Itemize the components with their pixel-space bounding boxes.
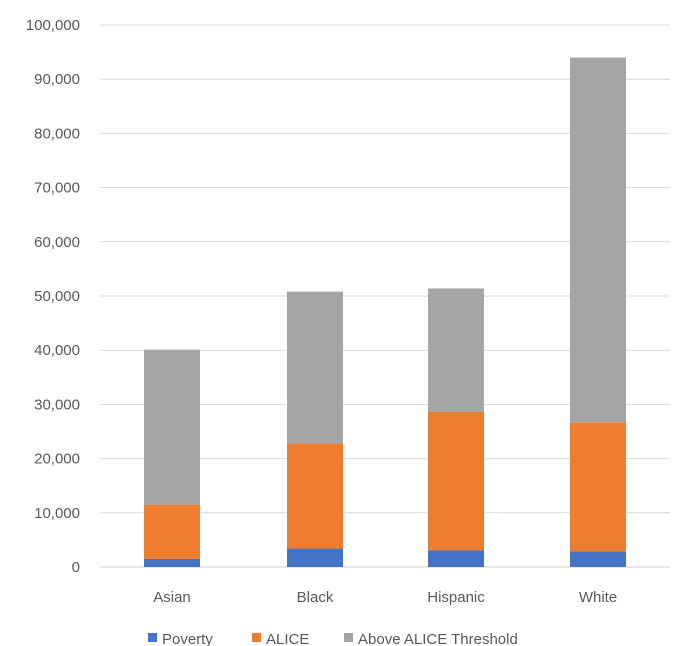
bar-alice-hispanic	[428, 411, 484, 551]
y-tick-label: 80,000	[34, 125, 80, 142]
y-tick-label: 90,000	[34, 71, 80, 88]
y-tick-label: 10,000	[34, 505, 80, 522]
bar-alice-white	[570, 422, 626, 552]
y-tick-label: 70,000	[34, 180, 80, 197]
y-tick-label: 0	[72, 559, 80, 576]
legend-label: Above ALICE Threshold	[358, 631, 518, 646]
x-tick-label: Hispanic	[427, 589, 485, 606]
bar-above-alice-threshold-white	[570, 57, 626, 423]
legend: Poverty ALICE Above ALICE Threshold	[148, 631, 518, 646]
bar-above-alice-threshold-hispanic	[428, 288, 484, 412]
y-tick-label: 100,000	[26, 17, 80, 34]
bars	[144, 57, 626, 567]
bar-alice-black	[287, 443, 343, 549]
y-tick-label: 30,000	[34, 396, 80, 413]
legend-swatch	[148, 633, 157, 642]
bar-poverty-white	[570, 551, 626, 567]
legend-label: Poverty	[162, 631, 213, 646]
legend-label: ALICE	[266, 631, 309, 646]
y-tick-label: 60,000	[34, 234, 80, 251]
x-tick-label: Black	[297, 589, 334, 606]
x-axis-tick-labels: Asian Black Hispanic White	[153, 589, 617, 606]
bar-above-alice-threshold-black	[287, 291, 343, 444]
x-tick-label: White	[579, 589, 617, 606]
y-axis-tick-labels: 0 10,000 20,000 30,000 40,000 50,000 60,000 70,…	[26, 17, 80, 576]
y-tick-label: 50,000	[34, 288, 80, 305]
bar-poverty-black	[287, 548, 343, 567]
bar-above-alice-threshold-asian	[144, 349, 200, 505]
bar-alice-asian	[144, 504, 200, 559]
x-tick-label: Asian	[153, 589, 191, 606]
legend-swatch	[344, 633, 353, 642]
y-tick-label: 40,000	[34, 342, 80, 359]
y-tick-label: 20,000	[34, 451, 80, 468]
bar-poverty-hispanic	[428, 550, 484, 567]
legend-swatch	[252, 633, 261, 642]
bar-poverty-asian	[144, 558, 200, 567]
